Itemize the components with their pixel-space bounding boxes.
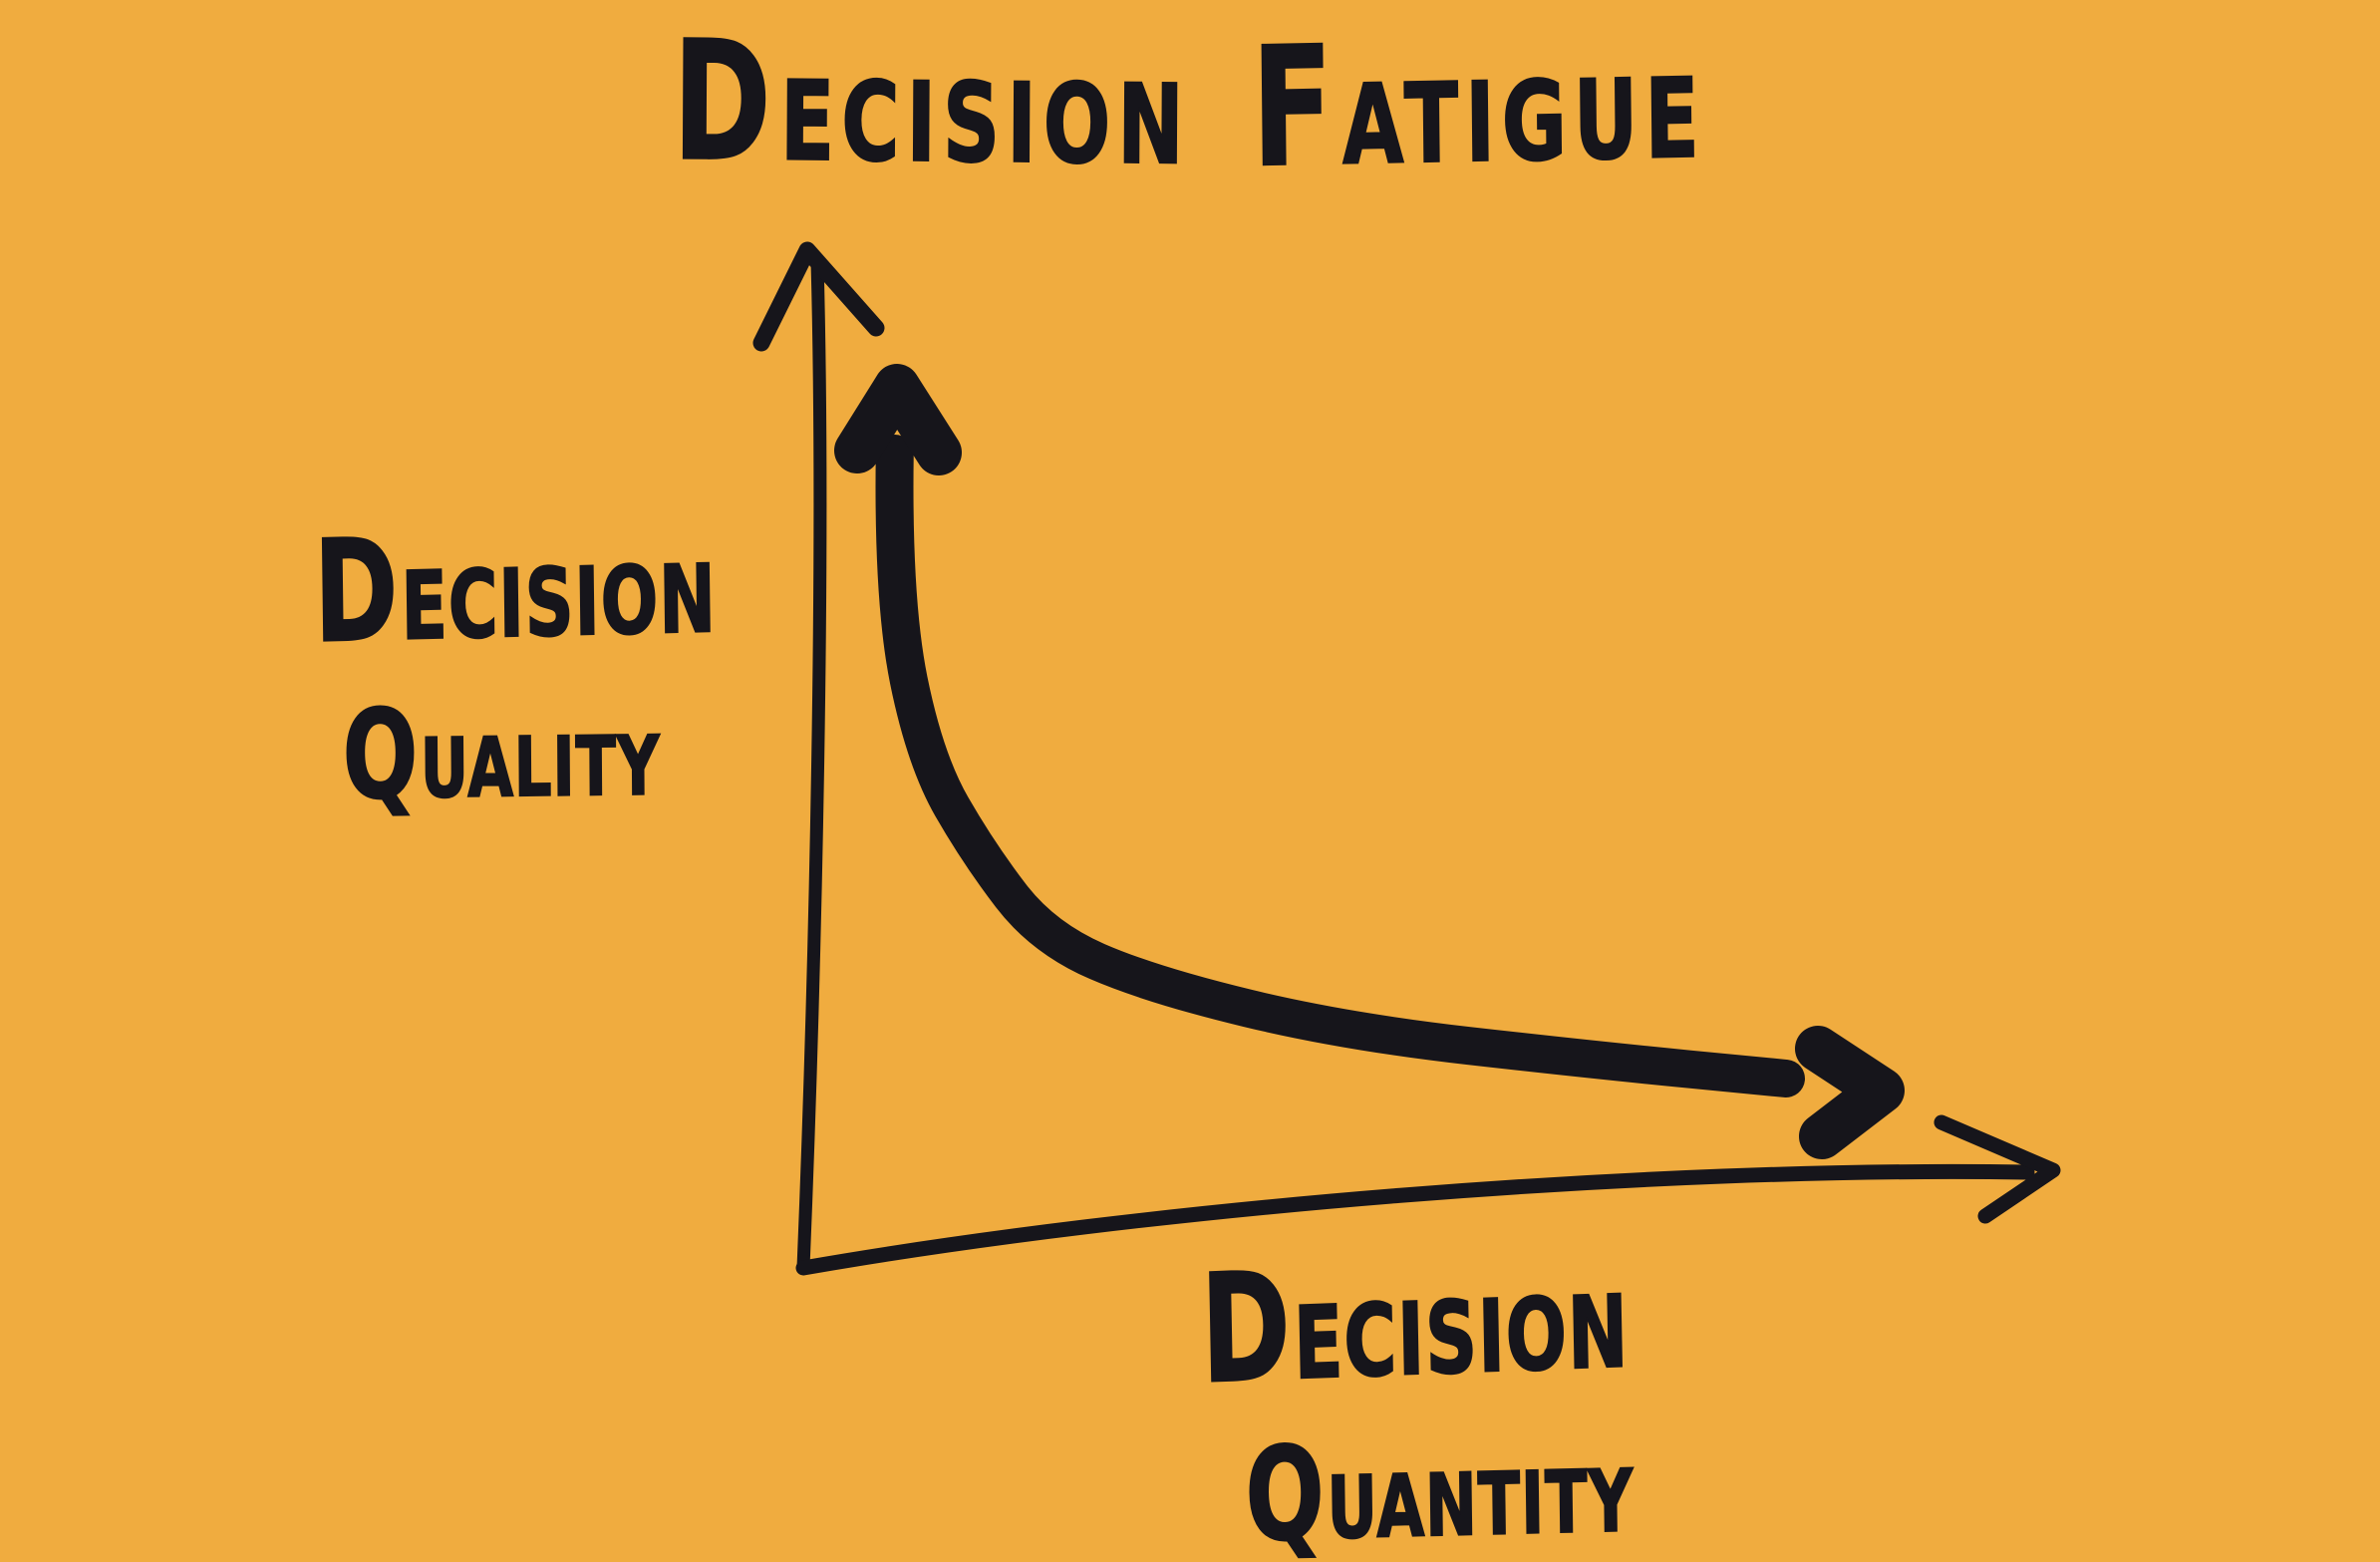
fatigue-curve	[875, 435, 1805, 1097]
x-axis-label-line1: DECISION	[1199, 1240, 1632, 1418]
x-axis-label: DECISION QUANTITY	[1199, 1240, 1636, 1562]
x-axis-label-line2: QUANTITY	[1244, 1418, 1636, 1562]
y-axis-label-line2: QUALITY	[342, 684, 662, 829]
y-axis-label-line1: DECISION	[312, 508, 718, 676]
curve-right-arrowhead	[1795, 1026, 1905, 1159]
curve-up-arrowhead	[834, 364, 962, 475]
chart-title-word-decision: DECISION	[672, 5, 1192, 199]
x-axis-line	[795, 1163, 2035, 1276]
y-axis-arrowhead	[752, 241, 885, 352]
x-axis-arrowhead	[1934, 1114, 2061, 1224]
y-axis-label: DECISION QUALITY	[312, 508, 718, 829]
chart-title: DECISION FATIGUE	[672, 5, 1708, 205]
chart-title-word-fatigue: FATIGUE	[1250, 10, 1707, 204]
y-axis-line	[796, 254, 827, 1275]
